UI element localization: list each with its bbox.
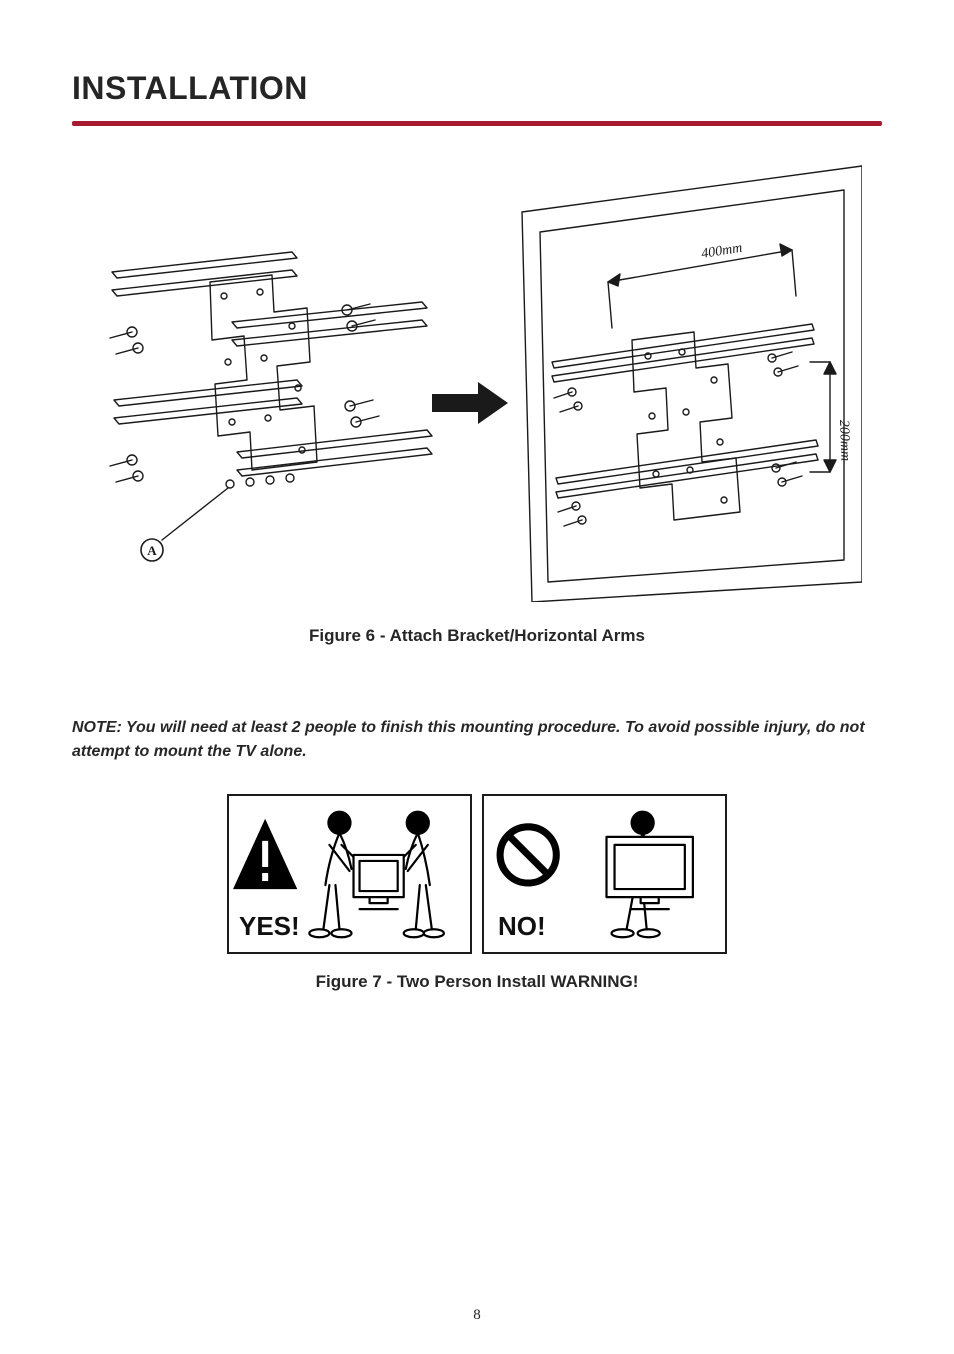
figure-6-caption: Figure 6 - Attach Bracket/Horizontal Arm… — [72, 626, 882, 646]
figure-6-diagram: A 400mm 200mm — [92, 162, 862, 602]
figure-7-panels: YES! — [227, 794, 727, 954]
dimension-200mm: 200mm — [836, 420, 852, 462]
note-text: NOTE: You will need at least 2 people to… — [72, 716, 882, 764]
warning-triangle-icon — [233, 819, 297, 889]
accent-rule — [72, 121, 882, 126]
bracket-diagram-svg: A 400mm 200mm — [92, 162, 862, 602]
panel-no: NO! — [482, 794, 727, 954]
figure-7-caption: Figure 7 - Two Person Install WARNING! — [72, 972, 882, 992]
page: INSTALLATION — [0, 0, 954, 1354]
panel-label-yes: YES! — [239, 911, 300, 942]
svg-text:A: A — [147, 543, 157, 558]
dimension-400mm: 400mm — [700, 241, 743, 262]
page-number: 8 — [0, 1307, 954, 1324]
prohibit-circle-icon — [500, 827, 556, 883]
panel-yes: YES! — [227, 794, 472, 954]
arrow-right-icon — [432, 382, 508, 424]
panel-label-no: NO! — [498, 911, 546, 942]
page-title: INSTALLATION — [72, 70, 882, 107]
callout-a: A — [141, 539, 163, 561]
